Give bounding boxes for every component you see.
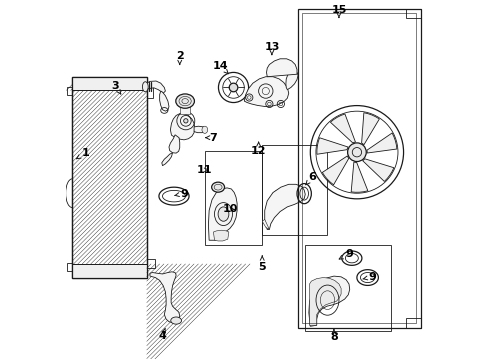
- Ellipse shape: [202, 126, 208, 134]
- Text: 13: 13: [264, 42, 280, 54]
- Bar: [72, 77, 147, 278]
- Bar: [67, 87, 72, 95]
- Bar: [205, 150, 262, 245]
- Text: 7: 7: [206, 133, 217, 143]
- Bar: [72, 77, 147, 90]
- Polygon shape: [330, 114, 355, 143]
- Text: 2: 2: [176, 51, 184, 64]
- Polygon shape: [208, 188, 237, 240]
- Bar: [147, 258, 155, 267]
- Polygon shape: [194, 126, 205, 133]
- Polygon shape: [367, 133, 397, 153]
- Polygon shape: [214, 230, 229, 241]
- Bar: [305, 245, 392, 331]
- Bar: [302, 13, 416, 323]
- Polygon shape: [265, 184, 305, 229]
- Bar: [72, 264, 147, 278]
- Polygon shape: [317, 138, 348, 154]
- Text: 5: 5: [258, 256, 266, 272]
- Polygon shape: [262, 220, 270, 229]
- Bar: [406, 9, 421, 18]
- Polygon shape: [160, 91, 169, 111]
- Bar: [72, 264, 147, 278]
- Text: 14: 14: [213, 61, 228, 74]
- Polygon shape: [322, 156, 349, 185]
- Polygon shape: [169, 135, 180, 153]
- Ellipse shape: [347, 143, 366, 162]
- Polygon shape: [286, 71, 298, 90]
- Polygon shape: [267, 59, 297, 77]
- Ellipse shape: [171, 317, 181, 324]
- Ellipse shape: [176, 94, 195, 108]
- Bar: [72, 77, 147, 90]
- Bar: [147, 84, 153, 98]
- Bar: [67, 263, 72, 271]
- Polygon shape: [351, 162, 368, 192]
- Polygon shape: [310, 278, 341, 325]
- Text: 9: 9: [363, 272, 376, 282]
- Text: 9: 9: [339, 248, 353, 259]
- Ellipse shape: [229, 83, 238, 92]
- Polygon shape: [309, 276, 350, 326]
- Text: 9: 9: [174, 189, 188, 199]
- Bar: [180, 106, 191, 114]
- Polygon shape: [162, 153, 172, 166]
- Polygon shape: [171, 114, 195, 140]
- Text: 15: 15: [331, 5, 346, 18]
- Text: 4: 4: [159, 328, 167, 341]
- Text: 10: 10: [223, 204, 238, 215]
- Text: 11: 11: [197, 165, 213, 175]
- Bar: [262, 145, 327, 234]
- Ellipse shape: [218, 207, 229, 221]
- Polygon shape: [363, 159, 394, 181]
- Bar: [72, 77, 147, 278]
- Text: 6: 6: [306, 172, 317, 185]
- Polygon shape: [144, 81, 166, 93]
- Text: 1: 1: [76, 148, 89, 159]
- Ellipse shape: [184, 119, 188, 123]
- Ellipse shape: [143, 82, 148, 92]
- Ellipse shape: [212, 182, 224, 192]
- Text: 8: 8: [330, 329, 338, 342]
- Text: 3: 3: [111, 81, 121, 94]
- Polygon shape: [362, 113, 379, 145]
- Text: 12: 12: [251, 142, 267, 156]
- Polygon shape: [245, 77, 289, 107]
- Bar: [406, 318, 421, 328]
- Bar: [298, 9, 421, 328]
- Polygon shape: [150, 272, 180, 323]
